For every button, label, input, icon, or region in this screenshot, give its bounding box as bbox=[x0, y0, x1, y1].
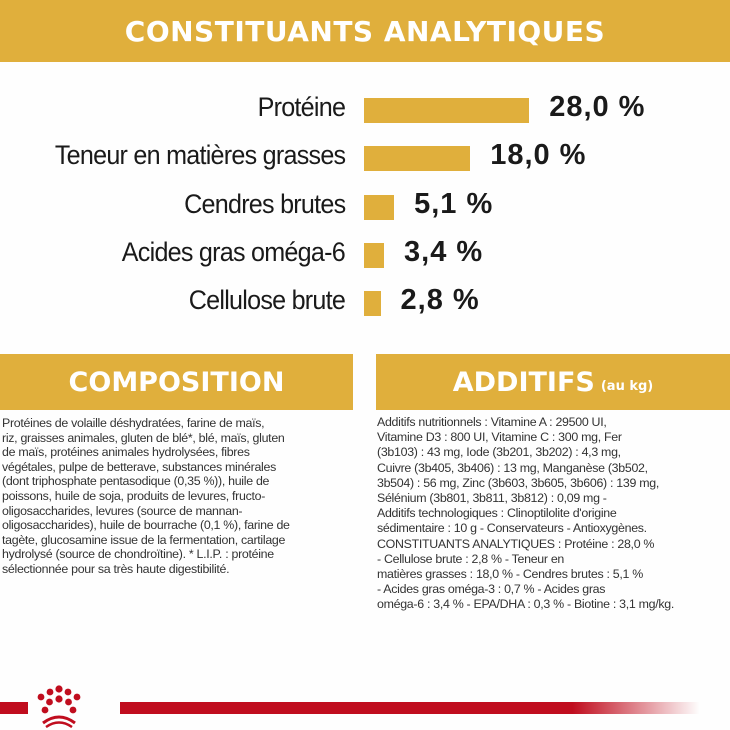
text-line: (3b103) : 43 mg, Iode (3b201, 3b202) : 4… bbox=[377, 445, 621, 460]
composition-banner: COMPOSITION bbox=[0, 354, 353, 410]
chart-row: Protéine 28,0 % bbox=[0, 90, 730, 130]
chart-row: Teneur en matières grasses 18,0 % bbox=[0, 138, 730, 178]
value-label: 5,1 % bbox=[414, 188, 494, 220]
chart-row: Cellulose brute 2,8 % bbox=[0, 283, 730, 323]
additifs-subtitle: (au kg) bbox=[600, 378, 654, 394]
text-line: oméga-6 : 3,4 % - EPA/DHA : 0,3 % - Biot… bbox=[377, 597, 675, 612]
text-line: Cuivre (3b405, 3b406) : 13 mg, Manganèse… bbox=[377, 460, 648, 475]
bar bbox=[364, 146, 471, 171]
text-line: - Cellulose brute : 2,8 % - Teneur en bbox=[377, 551, 565, 566]
text-line: 3b504) : 56 mg, Zinc (3b603, 3b605, 3b60… bbox=[377, 475, 659, 490]
value-label: 3,4 % bbox=[404, 236, 484, 268]
text-line: poissons, huile de soja, produits de lev… bbox=[2, 488, 266, 503]
text-line: sédimentaire : 10 g - Conservateurs - An… bbox=[377, 521, 647, 536]
category-label: Acides gras oméga-6 bbox=[121, 237, 346, 267]
text-line: de maïs, protéines animales hydrolysées,… bbox=[2, 445, 250, 460]
additifs-text: Additifs nutritionnels : Vitamine A : 29… bbox=[377, 415, 674, 613]
text-line: Vitamine D3 : 800 UI, Vitamine C : 300 m… bbox=[377, 430, 622, 445]
text-line: matières grasses : 18,0 % - Cendres brut… bbox=[377, 567, 643, 582]
chart-row: Cendres brutes 5,1 % bbox=[0, 187, 730, 227]
additifs-banner: ADDITIFS (au kg) bbox=[376, 354, 730, 410]
value-label: 28,0 % bbox=[549, 91, 646, 123]
bar bbox=[364, 195, 395, 220]
text-line: (dont triphosphate pentasodique (0,35 %)… bbox=[2, 474, 270, 489]
banner-title: CONSTITUANTS ANALYTIQUES bbox=[124, 14, 606, 48]
bar bbox=[364, 291, 381, 316]
text-line: tagète, glucosamine issue de la fermenta… bbox=[2, 532, 286, 547]
text-line: Protéines de volaille déshydratées, fari… bbox=[2, 416, 265, 430]
additifs-title: ADDITIFS bbox=[452, 366, 595, 398]
value-label: 2,8 % bbox=[400, 284, 480, 316]
text-line: Additifs nutritionnels : Vitamine A : 29… bbox=[377, 415, 607, 429]
value-label: 18,0 % bbox=[490, 139, 587, 171]
category-label: Cellulose brute bbox=[188, 285, 346, 315]
category-label: Protéine bbox=[257, 92, 345, 122]
footer-line-left bbox=[0, 702, 28, 714]
bar bbox=[364, 98, 530, 123]
category-label: Teneur en matières grasses bbox=[54, 140, 345, 170]
text-line: CONSTITUANTS ANALYTIQUES : Protéine : 28… bbox=[377, 536, 655, 551]
chart-row: Acides gras oméga-6 3,4 % bbox=[0, 235, 730, 275]
text-line: oligosaccharides), huile de bourrache (0… bbox=[2, 518, 290, 533]
text-line: végétales, pulpe de betterave, substance… bbox=[2, 459, 276, 474]
composition-text: Protéines de volaille déshydratées, fari… bbox=[2, 416, 290, 577]
text-line: hydrolysé (source de chondroïtine). * L.… bbox=[2, 547, 274, 562]
bar bbox=[364, 243, 385, 268]
text-line: riz, graisses animales, gluten de blé*, … bbox=[2, 430, 285, 445]
footer-line-right bbox=[120, 702, 700, 714]
composition-title: COMPOSITION bbox=[68, 366, 285, 398]
text-line: sélectionnée pour sa très haute digestib… bbox=[2, 561, 230, 576]
text-line: - Acides gras oméga-3 : 0,7 % - Acides g… bbox=[377, 582, 606, 597]
text-line: Sélénium (3b801, 3b811, 3b812) : 0,09 mg… bbox=[377, 491, 607, 506]
text-line: Additifs technologiques : Clinoptilolite… bbox=[377, 506, 617, 521]
category-label: Cendres brutes bbox=[183, 189, 346, 219]
analytical-constituents-banner: CONSTITUANTS ANALYTIQUES bbox=[0, 0, 730, 62]
text-line: oligosaccharides, levures (source de man… bbox=[2, 503, 243, 518]
royal-canin-crown-logo bbox=[37, 685, 81, 728]
